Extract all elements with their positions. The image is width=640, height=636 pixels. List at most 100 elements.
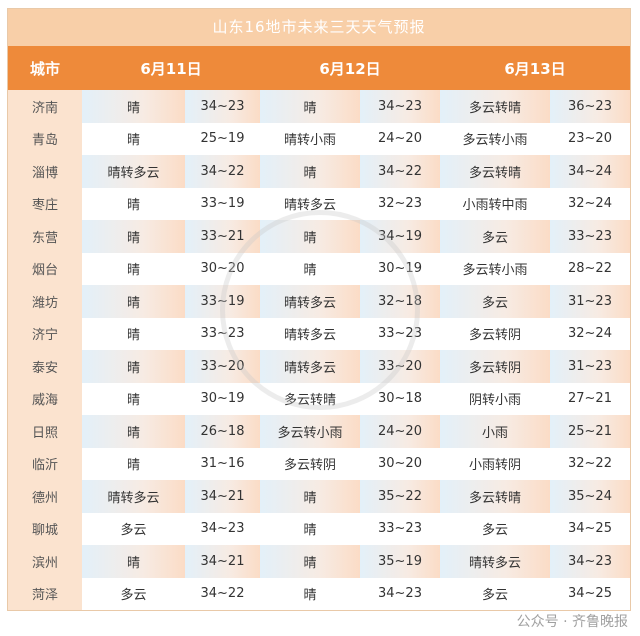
weather-cell: 晴 [260, 220, 360, 253]
weather-cell: 晴 [82, 350, 185, 383]
city-cell: 淄博 [8, 155, 82, 188]
temperature-cell: 33~19 [185, 285, 260, 318]
city-cell: 日照 [8, 415, 82, 448]
temperature-cell: 24~20 [360, 415, 440, 448]
city-cell: 青岛 [8, 122, 82, 155]
weather-cell: 晴转多云 [260, 285, 360, 318]
weather-cell: 多云 [440, 512, 550, 545]
temperature-cell: 25~21 [550, 415, 630, 448]
table-row: 临沂晴 31~16 多云转阴 30~20 小雨转阴 32~22 [8, 447, 630, 480]
city-cell: 东营 [8, 220, 82, 253]
temperature-cell: 33~20 [185, 350, 260, 383]
weather-cell: 小雨转阴 [440, 447, 550, 480]
temperature-cell: 34~24 [550, 155, 630, 188]
weather-cell: 晴 [260, 545, 360, 578]
weather-cell: 多云转阴 [440, 317, 550, 350]
weather-cell: 晴 [82, 187, 185, 220]
temperature-cell: 35~19 [360, 545, 440, 578]
temperature-cell: 33~23 [185, 317, 260, 350]
city-cell: 潍坊 [8, 285, 82, 318]
temperature-cell: 32~24 [550, 317, 630, 350]
temperature-cell: 34~25 [550, 512, 630, 545]
table-row: 青岛晴 25~19 晴转小雨 24~20 多云转小雨 23~20 [8, 122, 630, 155]
weather-cell: 晴转多云 [260, 187, 360, 220]
temperature-cell: 36~23 [550, 90, 630, 123]
table-row: 东营晴 33~21 晴 34~19 多云 33~23 [8, 220, 630, 253]
temperature-cell: 33~23 [550, 220, 630, 253]
weather-cell: 晴 [82, 285, 185, 318]
temperature-cell: 34~23 [360, 577, 440, 610]
header-date-2: 6月12日 [260, 46, 440, 90]
table-row: 淄博 晴转多云 34~22 晴 34~22 多云转晴 34~24 [8, 155, 630, 188]
forecast-table-container: 山东16地市未来三天天气预报 城市 6月11日 6月12日 6月13日 济南晴 3… [7, 8, 631, 611]
weather-cell: 晴 [260, 512, 360, 545]
temperature-cell: 35~22 [360, 480, 440, 513]
weather-cell: 多云转晴 [440, 480, 550, 513]
city-cell: 烟台 [8, 252, 82, 285]
weather-cell: 晴转多云 [260, 317, 360, 350]
weather-cell: 晴 [82, 90, 185, 123]
temperature-cell: 23~20 [550, 122, 630, 155]
temperature-cell: 27~21 [550, 382, 630, 415]
weather-cell: 晴转多云 [82, 155, 185, 188]
temperature-cell: 32~24 [550, 187, 630, 220]
city-cell: 聊城 [8, 512, 82, 545]
weather-cell: 小雨 [440, 415, 550, 448]
weather-cell: 晴 [82, 545, 185, 578]
temperature-cell: 25~19 [185, 122, 260, 155]
temperature-cell: 30~20 [360, 447, 440, 480]
temperature-cell: 34~22 [360, 155, 440, 188]
weather-cell: 晴 [82, 415, 185, 448]
temperature-cell: 31~23 [550, 285, 630, 318]
temperature-cell: 34~25 [550, 577, 630, 610]
weather-cell: 晴 [260, 577, 360, 610]
weather-cell: 晴转多云 [440, 545, 550, 578]
city-cell: 泰安 [8, 350, 82, 383]
table-row: 威海晴 30~19 多云转晴 30~18 阴转小雨 27~21 [8, 382, 630, 415]
temperature-cell: 34~22 [185, 577, 260, 610]
table-row: 菏泽 多云 34~22 晴 34~23 多云 34~25 [8, 577, 630, 610]
temperature-cell: 33~19 [185, 187, 260, 220]
weather-cell: 多云 [440, 577, 550, 610]
header-date-1: 6月11日 [82, 46, 260, 90]
city-cell: 菏泽 [8, 577, 82, 610]
weather-cell: 晴 [82, 382, 185, 415]
weather-cell: 晴 [82, 317, 185, 350]
temperature-cell: 33~21 [185, 220, 260, 253]
table-title: 山东16地市未来三天天气预报 [8, 9, 630, 46]
weather-cell: 晴转多云 [82, 480, 185, 513]
weather-cell: 晴 [260, 252, 360, 285]
temperature-cell: 32~22 [550, 447, 630, 480]
temperature-cell: 34~23 [185, 512, 260, 545]
weather-cell: 晴 [82, 122, 185, 155]
weather-cell: 晴 [82, 447, 185, 480]
temperature-cell: 34~22 [185, 155, 260, 188]
weather-cell: 多云转晴 [440, 90, 550, 123]
weather-cell: 多云转阴 [260, 447, 360, 480]
weather-cell: 晴 [260, 480, 360, 513]
weather-cell: 多云 [440, 285, 550, 318]
temperature-cell: 32~18 [360, 285, 440, 318]
temperature-cell: 26~18 [185, 415, 260, 448]
table-row: 烟台晴 30~20 晴 30~19 多云转小雨 28~22 [8, 252, 630, 285]
temperature-cell: 35~24 [550, 480, 630, 513]
forecast-table: 城市 6月11日 6月12日 6月13日 济南晴 34~23 晴 34~23 多云转晴 3… [8, 46, 630, 610]
weather-cell: 晴 [82, 252, 185, 285]
table-row: 济南晴 34~23 晴 34~23 多云转晴 36~23 [8, 90, 630, 123]
temperature-cell: 31~23 [550, 350, 630, 383]
temperature-cell: 30~19 [360, 252, 440, 285]
temperature-cell: 28~22 [550, 252, 630, 285]
table-row: 济宁晴 33~23 晴转多云 33~23 多云转阴 32~24 [8, 317, 630, 350]
weather-cell: 小雨转中雨 [440, 187, 550, 220]
table-row: 德州 晴转多云 34~21 晴 35~22 多云转晴 35~24 [8, 480, 630, 513]
header-city: 城市 [8, 46, 82, 90]
temperature-cell: 30~20 [185, 252, 260, 285]
table-row: 泰安晴 33~20 晴转多云 33~20 多云转阴 31~23 [8, 350, 630, 383]
temperature-cell: 34~23 [360, 90, 440, 123]
city-cell: 济宁 [8, 317, 82, 350]
city-cell: 滨州 [8, 545, 82, 578]
weather-cell: 晴 [82, 220, 185, 253]
temperature-cell: 34~21 [185, 545, 260, 578]
temperature-cell: 30~19 [185, 382, 260, 415]
weather-cell: 晴转多云 [260, 350, 360, 383]
